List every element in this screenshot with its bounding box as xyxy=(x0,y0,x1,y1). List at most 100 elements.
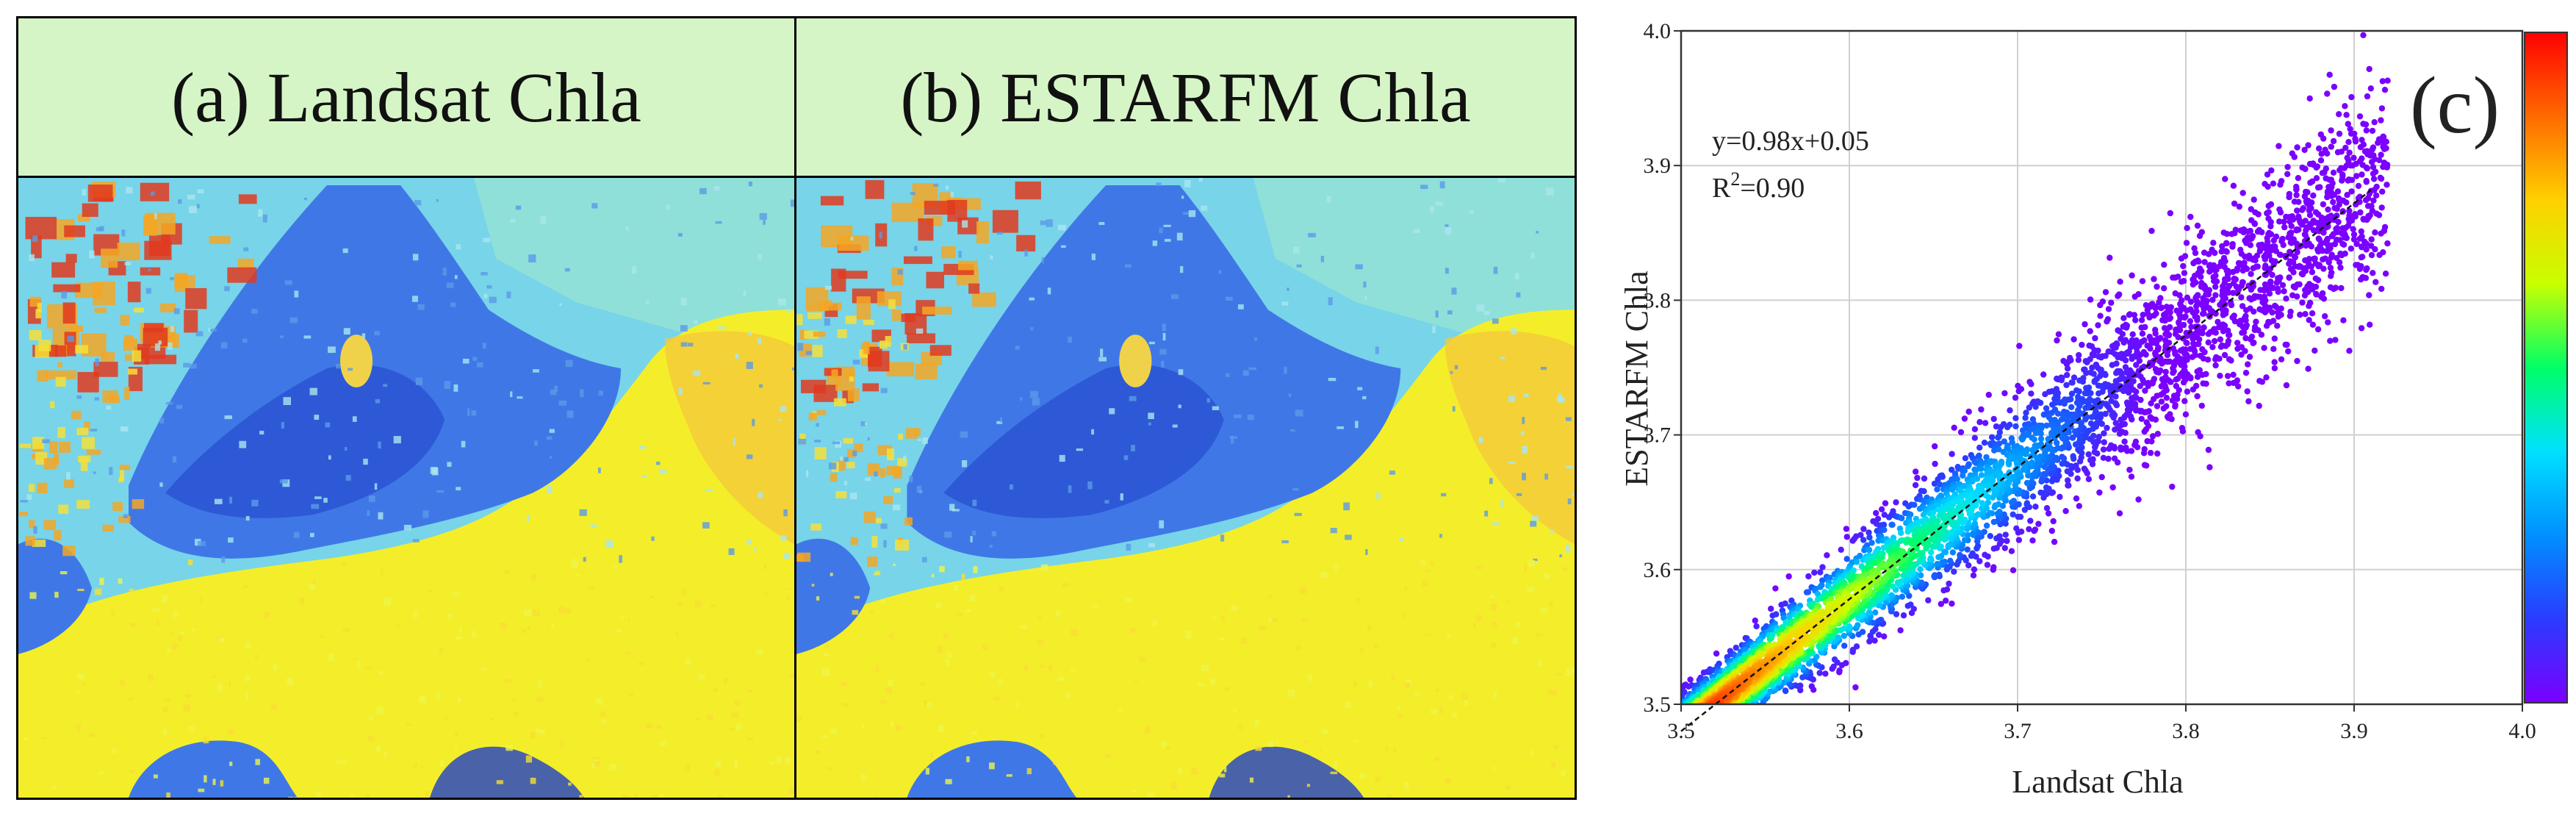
scatter-point xyxy=(2376,251,2383,258)
scatter-point xyxy=(2101,439,2107,445)
scatter-point xyxy=(1694,746,1699,752)
scatter-point xyxy=(2145,310,2151,317)
scatter-point xyxy=(1882,500,1889,507)
scatter-point xyxy=(1711,720,1717,726)
scatter-point xyxy=(2102,371,2109,379)
scatter-point xyxy=(2359,254,2366,260)
scatter-point xyxy=(2124,407,2131,413)
scatter-point xyxy=(2132,438,2140,445)
scatter-point xyxy=(2087,436,2093,443)
scatter-point xyxy=(2172,348,2179,355)
scatter-point xyxy=(1703,736,1709,742)
scatter-point xyxy=(2129,272,2135,279)
scatter-point xyxy=(2308,263,2314,270)
scatter-point xyxy=(2305,142,2311,148)
scatter-point xyxy=(2064,365,2071,372)
scatter-point xyxy=(2097,301,2104,309)
scatter-point xyxy=(1694,711,1699,717)
scatter-point xyxy=(2029,537,2036,544)
scatter-point xyxy=(2076,351,2082,359)
scatter-point xyxy=(1680,745,1686,751)
scatter-point xyxy=(2019,436,2026,443)
scatter-point xyxy=(1917,557,1924,564)
scatter-point xyxy=(2270,237,2277,244)
scatter-point xyxy=(2237,246,2244,253)
scatter-point xyxy=(1831,656,1838,663)
scatter-point xyxy=(2170,359,2177,366)
scatter-point xyxy=(1917,550,1924,556)
scatter-point xyxy=(2075,357,2082,363)
scatter-point xyxy=(1680,712,1686,717)
scatter-point xyxy=(1684,711,1690,717)
scatter-point xyxy=(2107,254,2113,261)
scatter-point xyxy=(2280,242,2287,248)
scatter-point xyxy=(2309,310,2316,317)
scatter-point xyxy=(2354,262,2361,268)
scatter-point xyxy=(2255,211,2262,218)
scatter-point xyxy=(2002,532,2009,538)
scatter-point xyxy=(2360,32,2367,38)
scatter-point xyxy=(2278,178,2285,185)
scatter-point xyxy=(2197,433,2203,440)
scatter-point xyxy=(2050,518,2057,525)
scatter-point xyxy=(2253,263,2259,270)
scatter-point xyxy=(1913,468,1919,475)
scatter-point xyxy=(1696,743,1702,749)
scatter-point xyxy=(2223,307,2229,314)
scatter-point xyxy=(1730,729,1735,735)
scatter-point xyxy=(1697,737,1702,743)
scatter-point xyxy=(2268,257,2275,264)
scatter-point xyxy=(1680,757,1685,763)
scatter-point xyxy=(2032,504,2039,510)
scatter-point xyxy=(1900,572,1907,579)
scatter-point xyxy=(2339,225,2346,232)
scatter-point xyxy=(1962,516,1968,523)
scatter-point xyxy=(1680,706,1685,712)
scatter-point xyxy=(2226,332,2232,339)
scatter-point xyxy=(2383,182,2390,188)
scatter-point xyxy=(1685,713,1691,719)
scatter-point xyxy=(2169,483,2176,490)
scatter-point xyxy=(1702,742,1708,748)
scatter-point xyxy=(1738,732,1744,738)
scatter-point xyxy=(1932,460,1938,468)
scatter-point xyxy=(2161,285,2167,292)
scatter-point xyxy=(2358,325,2365,332)
scatter-point xyxy=(2358,228,2364,235)
scatter-point xyxy=(1951,424,1957,431)
scatter-point xyxy=(1911,501,1918,508)
scatter-point xyxy=(1785,573,1792,580)
scatter-point xyxy=(2138,317,2145,323)
scatter-point xyxy=(1709,729,1715,734)
scatter-point xyxy=(2194,293,2201,299)
scatter-point xyxy=(2353,173,2360,179)
scatter-point xyxy=(2187,213,2194,221)
scatter-point xyxy=(2144,437,2151,445)
scatter-point xyxy=(1712,712,1718,717)
scatter-point xyxy=(2229,268,2237,276)
scatter-point xyxy=(1683,743,1688,749)
scatter-point xyxy=(2240,229,2247,236)
scatter-point xyxy=(1697,731,1703,737)
scatter-point xyxy=(2331,83,2338,90)
scatter-point xyxy=(1678,748,1684,754)
scatter-point xyxy=(2375,212,2383,218)
scatter-point xyxy=(1694,723,1700,729)
scatter-point xyxy=(2255,327,2262,334)
scatter-point xyxy=(2342,144,2349,151)
scatter-point xyxy=(1720,711,1726,717)
scatter-point xyxy=(2082,390,2089,397)
scatter-point xyxy=(2342,103,2348,110)
scatter-point xyxy=(2064,468,2070,475)
scatter-point xyxy=(2032,526,2039,533)
scatter-point xyxy=(1866,534,1873,541)
scatter-point xyxy=(1990,518,1997,526)
scatter-point xyxy=(1699,752,1705,758)
scatter-point xyxy=(1704,720,1710,726)
scatter-point xyxy=(2328,143,2334,150)
scatter-point xyxy=(1702,715,1708,720)
scatter-point xyxy=(1691,709,1697,715)
scatter-point xyxy=(1692,746,1698,752)
scatter-point xyxy=(1782,687,1789,694)
scatter-point xyxy=(1713,705,1719,711)
